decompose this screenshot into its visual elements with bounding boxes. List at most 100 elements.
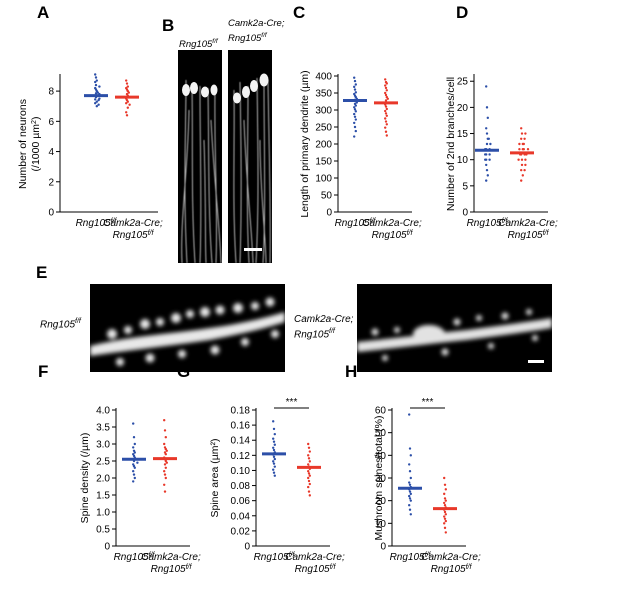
data-point [353,121,356,125]
micrograph-mutant [228,50,272,263]
x-label-mutant-sup: f/f [543,230,550,237]
data-point [98,85,101,88]
data-point [273,457,276,461]
data-point [307,485,310,489]
x-label-control-main: Rng105 [390,552,425,563]
x-label-mutant-main: Rng105 [508,230,543,241]
y-axis-label: Spine density (/µm) [79,433,91,524]
x-label-control: Rng105f/f [254,552,296,564]
y-tick-label: 0.14 [231,436,251,447]
y-tick-label: 0.06 [231,496,251,507]
y-tick-label: 15 [457,129,469,140]
data-point [409,513,412,516]
data-point [273,432,276,436]
data-point [163,419,166,422]
e-label-control-sup: f/f [75,318,81,325]
data-point [522,148,525,151]
panel-label-d: D [456,3,468,22]
x-label-mutant-sup: f/f [186,564,193,571]
x-label-mutant-line1: Camk2a-Cre; [362,218,422,229]
y-tick-label: 0.10 [231,466,251,477]
data-point [132,446,135,449]
series-control [122,422,146,483]
y-tick-label: 0.12 [231,451,251,462]
panel-label-e: E [36,263,48,282]
x-label-mutant-sup: f/f [148,230,155,237]
significance-label: *** [286,397,298,408]
data-point [353,135,356,138]
x-label-mutant-line1: Camk2a-Cre; [285,552,345,563]
data-point [488,158,491,161]
panel-label-b: B [162,16,175,35]
x-label-mutant-main: Rng105 [113,230,148,241]
data-point [307,470,310,473]
data-point [385,123,388,126]
x-label-mutant-line2: Rng105f/f [508,230,550,242]
e-label-mutant-sup: f/f [329,328,335,335]
data-point [384,120,388,123]
y-tick-label: 0.08 [231,481,251,492]
data-point [489,142,492,146]
data-point [488,153,491,156]
y-tick-label: 300 [315,106,332,117]
data-point [136,461,139,464]
x-label-mutant-sup: f/f [466,564,473,571]
y-axis-label-line1: Number of neurons [17,99,29,189]
dendrite-image-mutant [357,284,552,372]
y-tick-label: 20 [457,103,469,114]
data-point [307,457,311,460]
series-control [398,413,422,516]
data-point [408,497,412,500]
b-label-mutant: Camk2a-Cre; Rng105f/f [228,18,285,45]
data-point [408,463,411,466]
data-point [163,483,166,486]
data-point [95,105,99,108]
data-point [133,451,136,454]
data-point [127,91,130,94]
data-point [126,85,129,88]
data-point [164,476,167,480]
x-label-mutant-main: Rng105 [372,230,407,241]
y-tick-label: 8 [48,87,54,98]
x-label-mutant-main: Rng105 [151,564,186,575]
data-point [132,480,135,483]
data-point [443,497,447,500]
data-point [444,488,447,491]
data-point [408,413,411,416]
b-label-mutant-sup: f/f [261,32,267,39]
x-label-mutant-line1: Camk2a-Cre; [421,552,481,563]
y-axis-label-sup: 2 [31,120,38,124]
data-point [307,442,310,446]
data-point [518,142,521,146]
data-point [384,86,388,90]
x-label-control-main: Rng105 [76,218,111,229]
data-point [307,472,311,475]
data-point [443,510,447,514]
data-point [484,153,487,156]
data-point [94,80,97,84]
data-point [353,115,357,119]
data-point [164,453,167,456]
data-point [96,91,100,94]
data-point [272,448,276,452]
data-point [94,83,98,87]
data-point [443,522,446,525]
data-point [132,422,135,425]
data-point [132,470,135,473]
data-point [128,103,131,106]
series-control [262,420,286,477]
x-label-control-sup: f/f [289,552,296,559]
data-point [520,163,524,167]
data-point [94,92,98,95]
data-point [307,490,311,493]
data-point [443,517,447,520]
series-mutant [374,78,398,137]
y-tick-label: 40 [375,451,387,462]
x-label-mutant-sup: f/f [330,564,337,571]
x-label-control: Rng105f/f [76,218,118,230]
data-point [443,476,446,480]
data-point [485,127,488,130]
x-label-control: Rng105f/f [114,552,156,564]
data-point [307,463,310,466]
data-point [126,100,129,103]
